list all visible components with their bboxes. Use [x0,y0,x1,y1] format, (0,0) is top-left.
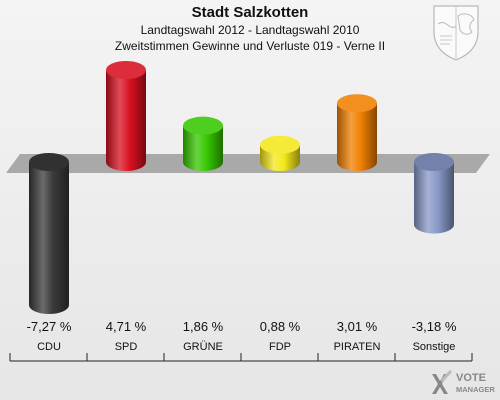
category-label-fdp: FDP [269,341,291,353]
bar-fdp [260,135,300,171]
bar-body-spd [106,70,146,171]
category-label-sonstige: Sonstige [413,341,456,353]
bar-body-piraten [337,103,377,171]
value-label-sonstige: -3,18 % [412,319,457,334]
bar-sonstige [414,153,454,234]
bar-cdu [29,153,69,314]
category-label-spd: SPD [115,341,138,353]
chart-subtitle: Landtagswahl 2012 - Landtagswahl 2010 [140,23,360,37]
bar-cap-piraten [337,94,377,113]
value-label-gruene: 1,86 % [183,319,224,334]
chart-title: Stadt Salzkotten [191,4,309,21]
value-label-cdu: -7,27 % [27,319,72,334]
value-label-piraten: 3,01 % [337,319,378,334]
bar-spd [106,61,146,171]
bar-cap-cdu [29,153,69,171]
category-label-cdu: CDU [37,341,61,353]
bar-cap-gruene [183,116,223,135]
value-label-spd: 4,71 % [106,319,147,334]
bar-cap-spd [106,61,146,79]
bar-cap-fdp [260,135,300,154]
logo-text-vote: VOTE [456,372,486,384]
logo-text-manager: MANAGER [456,385,495,394]
value-label-fdp: 0,88 % [260,319,301,334]
bar-gruene [183,116,223,171]
category-label-piraten: PIRATEN [334,341,381,353]
vote-manager-logo: VOTE MANAGER [432,370,495,394]
bar-body-sonstige [414,162,454,234]
coat-of-arms-icon [433,5,479,61]
bar-body-gruene [183,125,223,171]
bar-piraten [337,94,377,171]
bar-body-cdu [29,162,69,314]
chart-subtitle-detail: Zweitstimmen Gewinne und Verluste 019 - … [114,39,386,53]
category-label-gruene: GRÜNE [183,341,223,353]
bar-cap-sonstige [414,153,454,171]
